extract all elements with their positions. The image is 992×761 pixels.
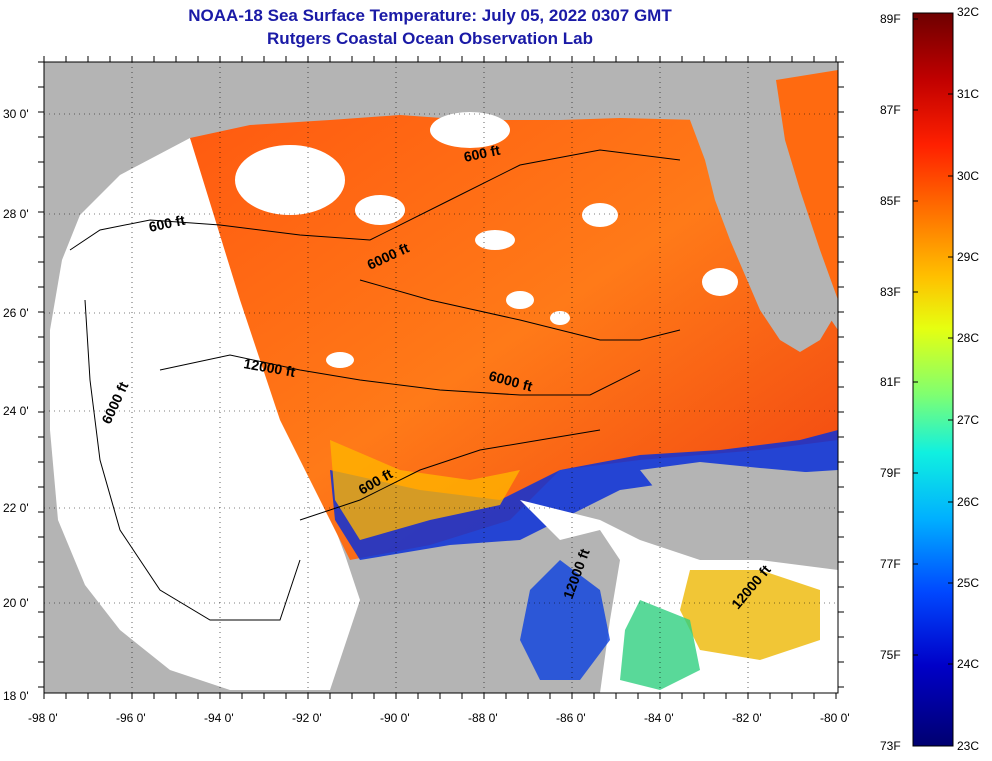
cloud-patch <box>430 112 510 148</box>
colorbar-ticks <box>913 12 953 747</box>
colorbar-fahrenheit-label: 89F <box>880 12 901 26</box>
contour-6000ft-east <box>359 279 681 341</box>
colorbar-celsius-label: 32C <box>957 5 980 19</box>
colorbar-fahrenheit-label: 77F <box>880 557 901 571</box>
map-frame <box>43 61 839 694</box>
map-title: NOAA-18 Sea Surface Temperature: July 05… <box>188 6 672 25</box>
caribbean-green-patch <box>620 600 700 690</box>
colorbar-fahrenheit-label: 85F <box>880 194 901 208</box>
lon-label: -86 0' <box>556 711 586 725</box>
lat-label: 30 0' <box>3 107 29 121</box>
colorbar <box>912 12 954 747</box>
colorbar-fahrenheit-label: 87F <box>880 103 901 117</box>
graticule <box>44 62 838 693</box>
colorbar-fahrenheit-label: 81F <box>880 375 901 389</box>
lon-label: -98 0' <box>28 711 58 725</box>
colorbar-celsius-label: 25C <box>957 576 980 590</box>
colorbar-fahrenheit-label: 75F <box>880 648 901 662</box>
contour-6000ft <box>84 299 301 621</box>
lon-label: -80 0' <box>820 711 850 725</box>
cloud-patch <box>550 311 570 325</box>
satellite-swath <box>190 115 838 560</box>
colorbar-fahrenheit-label: 73F <box>880 739 901 753</box>
colorbar-celsius-label: 30C <box>957 169 980 183</box>
gulf-western-cloud <box>50 138 360 690</box>
colorbar-fahrenheit-label: 83F <box>880 285 901 299</box>
lon-label: -90 0' <box>380 711 410 725</box>
lat-label: 24 0' <box>3 404 29 418</box>
lat-label: 20 0' <box>3 596 29 610</box>
lon-label: -88 0' <box>468 711 498 725</box>
yellow-water-band <box>330 440 520 540</box>
contour-label: 600 ft <box>147 212 186 235</box>
cool-water-band <box>330 430 838 560</box>
map-subtitle: Rutgers Coastal Ocean Observation Lab <box>267 29 593 48</box>
lon-label: -84 0' <box>644 711 674 725</box>
lon-label: -96 0' <box>116 711 146 725</box>
cloud-patch <box>506 291 534 309</box>
lat-label: 22 0' <box>3 501 29 515</box>
lat-label: 28 0' <box>3 207 29 221</box>
contour-12000ft <box>159 354 641 396</box>
contour-600ft <box>69 149 681 251</box>
colorbar-celsius-label: 28C <box>957 331 980 345</box>
lat-label: 26 0' <box>3 306 29 320</box>
cloud-patch <box>475 230 515 250</box>
cloud-patch <box>582 203 618 227</box>
colorbar-celsius-label: 31C <box>957 87 980 101</box>
florida-east-sst <box>776 70 838 300</box>
cloud-patch <box>702 268 738 296</box>
lon-label: -92 0' <box>292 711 322 725</box>
colorbar-celsius-label: 29C <box>957 250 980 264</box>
colorbar-celsius-label: 24C <box>957 657 980 671</box>
colorbar-fahrenheit-label: 79F <box>880 466 901 480</box>
cloud-patch <box>355 195 405 225</box>
lon-label: -82 0' <box>732 711 762 725</box>
axis-ticks <box>38 56 844 699</box>
colorbar-celsius-label: 26C <box>957 495 980 509</box>
cloud-patch <box>235 145 345 215</box>
lon-label: -94 0' <box>204 711 234 725</box>
colorbar-celsius-label: 27C <box>957 413 980 427</box>
lat-label: 18 0' <box>3 689 29 703</box>
caribbean-warm-patch <box>680 570 820 660</box>
cloud-patch <box>326 352 354 368</box>
cuba <box>640 462 838 520</box>
contour-label: 600 ft <box>462 142 501 165</box>
contour-600ft-south <box>299 429 601 521</box>
caribbean-cool-patch <box>520 560 610 680</box>
colorbar-celsius-label: 23C <box>957 739 980 753</box>
